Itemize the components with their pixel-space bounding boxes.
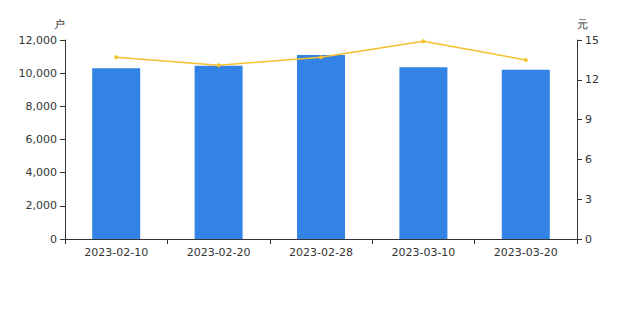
svg-text:8,000: 8,000 — [26, 100, 58, 113]
svg-text:15: 15 — [585, 34, 599, 47]
svg-text:0: 0 — [50, 233, 57, 246]
svg-text:10,000: 10,000 — [19, 67, 58, 80]
svg-text:0: 0 — [585, 233, 592, 246]
svg-text:户: 户 — [54, 18, 65, 31]
svg-text:2,000: 2,000 — [26, 199, 58, 212]
svg-text:6,000: 6,000 — [26, 133, 58, 146]
svg-text:6: 6 — [585, 153, 592, 166]
svg-text:12,000: 12,000 — [19, 34, 58, 47]
svg-text:2023-02-20: 2023-02-20 — [187, 246, 251, 259]
svg-text:2023-02-28: 2023-02-28 — [289, 246, 353, 259]
svg-text:元: 元 — [577, 18, 588, 31]
svg-text:9: 9 — [585, 113, 592, 126]
svg-text:4,000: 4,000 — [26, 166, 58, 179]
svg-text:2023-03-10: 2023-03-10 — [391, 246, 455, 259]
svg-text:2023-03-20: 2023-03-20 — [494, 246, 558, 259]
svg-text:12: 12 — [585, 73, 599, 86]
svg-text:3: 3 — [585, 193, 592, 206]
svg-text:2023-02-10: 2023-02-10 — [84, 246, 148, 259]
